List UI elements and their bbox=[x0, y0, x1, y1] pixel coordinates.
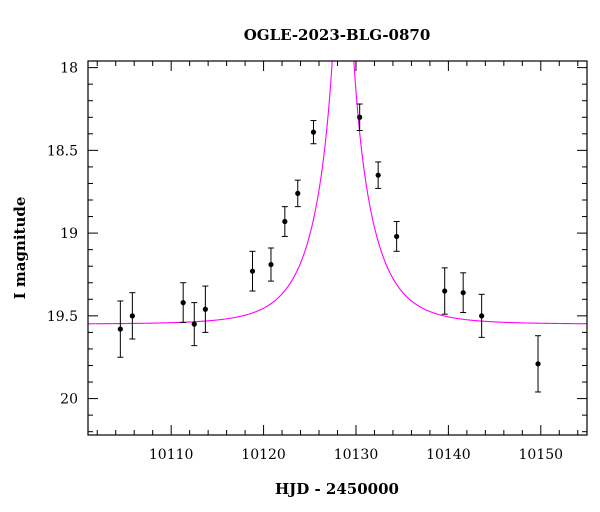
point-marker bbox=[535, 361, 541, 367]
x-tick-label: 10150 bbox=[519, 447, 564, 463]
data-point bbox=[117, 300, 124, 358]
x-tick-labels: 10110 10120 10130 10140 10150 bbox=[149, 447, 563, 463]
y-axis-label: I magnitude bbox=[11, 197, 29, 300]
chart-title: OGLE-2023-BLG-0870 bbox=[244, 26, 431, 44]
data-points bbox=[117, 103, 542, 393]
point-marker bbox=[375, 172, 381, 178]
data-point bbox=[375, 161, 382, 189]
point-marker bbox=[442, 288, 448, 294]
point-marker bbox=[191, 321, 197, 327]
data-point bbox=[281, 206, 288, 237]
data-point bbox=[267, 247, 274, 282]
data-point bbox=[249, 250, 256, 292]
data-point bbox=[393, 221, 400, 252]
y-tick-label: 18.5 bbox=[47, 143, 78, 159]
x-tick-label: 10120 bbox=[241, 447, 286, 463]
point-marker bbox=[249, 268, 256, 274]
data-point bbox=[478, 293, 485, 338]
point-marker bbox=[202, 306, 208, 312]
plot-frame bbox=[87, 60, 588, 436]
point-marker bbox=[129, 313, 135, 319]
point-marker bbox=[357, 114, 363, 120]
x-tick-label: 10130 bbox=[334, 447, 379, 463]
y-tick-label: 19 bbox=[60, 226, 78, 242]
data-point bbox=[460, 272, 467, 314]
data-point bbox=[129, 292, 136, 340]
y-tick-label: 20 bbox=[60, 392, 78, 408]
y-tick-label: 19.5 bbox=[47, 309, 78, 325]
model-curve bbox=[88, 61, 587, 325]
data-point bbox=[356, 103, 363, 132]
axis-ticks bbox=[88, 61, 587, 435]
point-marker bbox=[268, 261, 274, 268]
model-layer bbox=[88, 61, 587, 325]
data-point bbox=[202, 285, 209, 333]
x-axis-label: HJD - 2450000 bbox=[275, 480, 399, 498]
data-point bbox=[310, 120, 317, 145]
x-tick-label: 10140 bbox=[426, 447, 471, 463]
data-point bbox=[535, 335, 542, 393]
point-marker bbox=[394, 233, 400, 240]
point-marker bbox=[282, 218, 288, 225]
y-tick-label: 18 bbox=[60, 61, 78, 77]
data-point bbox=[294, 179, 301, 208]
point-marker bbox=[180, 300, 186, 306]
point-marker bbox=[295, 190, 301, 196]
y-tick-labels: 18 18.5 19 19.5 20 bbox=[47, 61, 78, 408]
data-point bbox=[180, 282, 187, 323]
point-marker bbox=[460, 290, 466, 296]
x-tick-label: 10110 bbox=[149, 447, 194, 463]
data-point bbox=[191, 302, 198, 347]
point-marker bbox=[310, 129, 317, 135]
data-point bbox=[441, 267, 448, 315]
point-marker bbox=[479, 313, 485, 319]
point-marker bbox=[117, 326, 123, 332]
